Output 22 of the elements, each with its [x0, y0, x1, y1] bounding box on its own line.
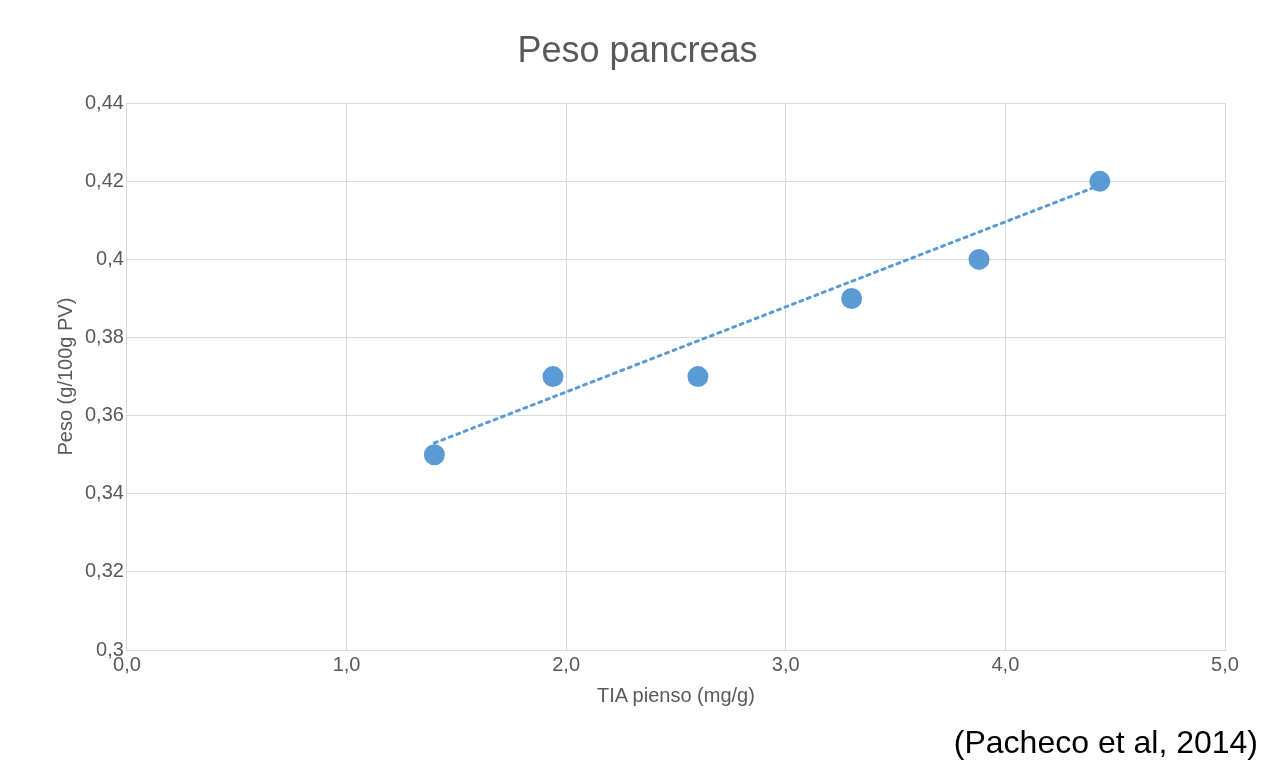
y-tick-label: 0,4: [96, 246, 124, 269]
x-tick-label: 1,0: [332, 652, 361, 675]
point: [841, 287, 863, 309]
x-tick-label: 2,0: [552, 652, 581, 675]
x-axis-title: TIA pienso (mg/g): [597, 683, 755, 706]
point: [1089, 170, 1111, 192]
y-tick-label: 0,34: [84, 481, 124, 504]
point: [687, 366, 709, 388]
x-tick-label: 4,0: [991, 652, 1020, 675]
y-tick-label: 0,36: [84, 403, 124, 426]
y-tick-label: 0,38: [84, 325, 124, 348]
y-tick-label: 0,32: [84, 559, 124, 582]
y-tick-label: 0,42: [84, 168, 124, 191]
x-tick-label: 5,0: [1211, 652, 1239, 675]
x-tick-label: 3,0: [771, 652, 800, 675]
chart-title: Peso pancreas: [517, 28, 758, 70]
y-tick-label: 0,44: [84, 90, 124, 113]
point: [968, 248, 990, 270]
y-axis-title: Peso (g/100g PV): [53, 297, 76, 456]
point: [423, 444, 445, 466]
point: [542, 366, 564, 388]
text: (Pacheco et al, 2014): [953, 723, 1258, 760]
